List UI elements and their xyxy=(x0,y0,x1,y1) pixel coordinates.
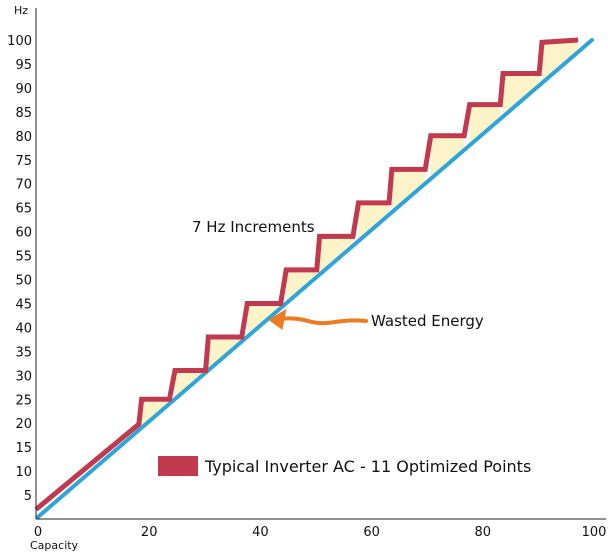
x-tick-label: 60 xyxy=(363,525,380,540)
legend-label: Typical Inverter AC - 11 Optimized Point… xyxy=(204,457,531,476)
y-tick-label: 90 xyxy=(15,82,32,97)
x-tick-label: 100 xyxy=(582,525,607,540)
y-tick-label: 20 xyxy=(15,417,32,432)
y-tick-label: 80 xyxy=(15,130,32,145)
x-tick-labels: 0 20 40 60 80 100 xyxy=(34,525,607,540)
x-tick-label: 20 xyxy=(141,525,158,540)
legend-swatch xyxy=(158,456,198,476)
wasted-energy-area xyxy=(503,73,540,117)
wasted-energy-arrowhead xyxy=(268,308,287,330)
x-tick-label: 40 xyxy=(252,525,269,540)
wasted-energy-area xyxy=(541,40,579,84)
y-tick-label: 95 xyxy=(15,58,32,73)
y-tick-label: 100 xyxy=(7,34,32,49)
inverter-step-line xyxy=(34,37,579,512)
wasted-energy-area xyxy=(391,169,426,213)
y-tick-label: 25 xyxy=(15,393,32,408)
x-axis-title: Capacity xyxy=(30,539,79,552)
linear-demand-line xyxy=(36,38,594,519)
y-tick-label: 30 xyxy=(15,369,32,384)
y-tick-label: 45 xyxy=(15,297,32,312)
y-axis-title: Hz xyxy=(14,4,28,17)
wasted-energy-area xyxy=(469,104,501,146)
y-tick-label: 50 xyxy=(15,274,32,289)
y-tick-label: 35 xyxy=(15,345,32,360)
x-tick-label: 80 xyxy=(475,525,492,540)
y-tick-label: 85 xyxy=(15,106,32,121)
wasted-energy-arrow xyxy=(276,316,368,326)
y-tick-label: 75 xyxy=(15,154,32,169)
y-tick-labels: 5 10 15 20 25 30 35 40 45 50 55 60 65 70 75 80 85 90 95 100 xyxy=(7,34,32,504)
y-tick-label: 5 xyxy=(24,489,32,504)
y-tick-label: 60 xyxy=(15,226,32,241)
increments-annotation: 7 Hz Increments xyxy=(192,218,315,236)
y-tick-label: 65 xyxy=(15,202,32,217)
x-tick-label: 0 xyxy=(34,525,42,540)
y-tick-label: 55 xyxy=(15,250,32,265)
wasted-energy-area xyxy=(430,135,465,179)
y-tick-label: 40 xyxy=(15,321,32,336)
y-tick-label: 15 xyxy=(15,441,32,456)
wasted-energy-annotation: Wasted Energy xyxy=(371,312,484,330)
y-tick-label: 70 xyxy=(15,178,32,193)
wasted-energy-area xyxy=(358,202,390,242)
y-tick-label: 10 xyxy=(15,465,32,480)
